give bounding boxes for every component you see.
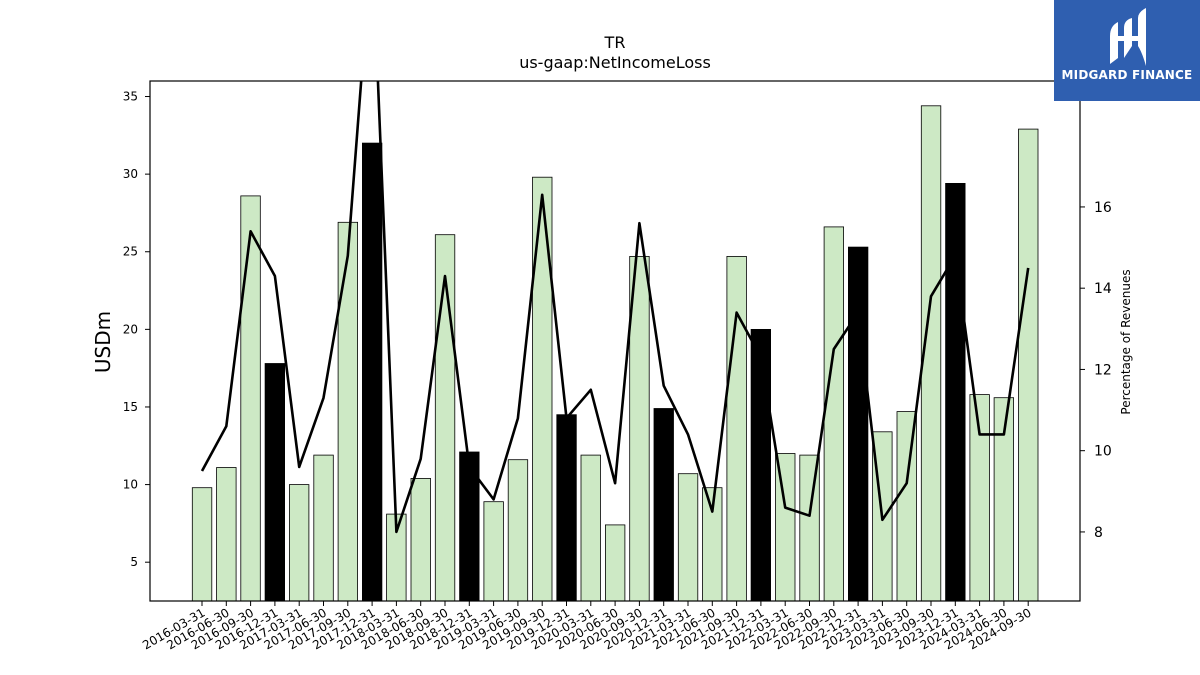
bar xyxy=(434,234,456,602)
y-tick-label: 25 xyxy=(123,245,138,259)
bar xyxy=(410,477,431,602)
bar xyxy=(191,487,213,602)
y2-tick-label: 8 xyxy=(1094,525,1103,541)
bar xyxy=(848,246,869,602)
bar xyxy=(483,501,504,602)
y-axis-label: USDm xyxy=(91,311,115,373)
y-tick-label: 30 xyxy=(123,167,138,181)
series-line xyxy=(200,81,1030,534)
y2-tick-label: 16 xyxy=(1094,200,1112,216)
bar xyxy=(337,221,359,602)
bar xyxy=(1018,128,1039,602)
bar xyxy=(532,176,553,602)
chart-subtitle: us-gaap:NetIncomeLoss xyxy=(519,53,711,72)
bar xyxy=(264,363,286,602)
y2-tick-label: 10 xyxy=(1094,444,1112,460)
bar xyxy=(726,255,747,602)
bar xyxy=(823,226,844,602)
bar xyxy=(653,408,674,602)
y2-tick-label: 12 xyxy=(1094,362,1112,378)
x-axis-ticks: 2016-03-312016-06-302016-09-302016-12-31… xyxy=(140,601,1034,652)
y-axis-ticks: 5 10 15 20 25 30 35 xyxy=(123,90,150,569)
brand-logo: MIDGARD FINANCE xyxy=(1054,0,1200,101)
bar xyxy=(361,142,383,602)
line-group xyxy=(200,81,1030,534)
y-tick-label: 10 xyxy=(123,478,138,492)
bar xyxy=(288,484,310,602)
y-tick-label: 15 xyxy=(123,400,138,414)
bar xyxy=(677,473,699,602)
y-tick-label: 5 xyxy=(130,555,138,569)
y2-axis-ticks: 8 10 12 14 16 xyxy=(1080,200,1112,541)
bar xyxy=(750,328,771,602)
logo-mark-icon xyxy=(1110,8,1146,66)
brand-name: MIDGARD FINANCE xyxy=(1061,68,1193,82)
bar xyxy=(313,454,334,602)
bar xyxy=(605,524,626,602)
bar xyxy=(507,459,529,602)
bar xyxy=(556,414,577,602)
y2-tick-label: 14 xyxy=(1094,281,1112,297)
bar xyxy=(775,453,796,602)
y2-axis-label: Percentage of Revenues xyxy=(1119,269,1133,414)
bar xyxy=(580,454,601,602)
y-tick-label: 20 xyxy=(123,322,138,336)
bar xyxy=(240,195,261,602)
bar xyxy=(945,182,966,602)
bar-group xyxy=(191,105,1039,602)
bar xyxy=(216,467,237,602)
y-tick-label: 35 xyxy=(123,90,138,104)
chart-title: TR xyxy=(604,33,626,52)
